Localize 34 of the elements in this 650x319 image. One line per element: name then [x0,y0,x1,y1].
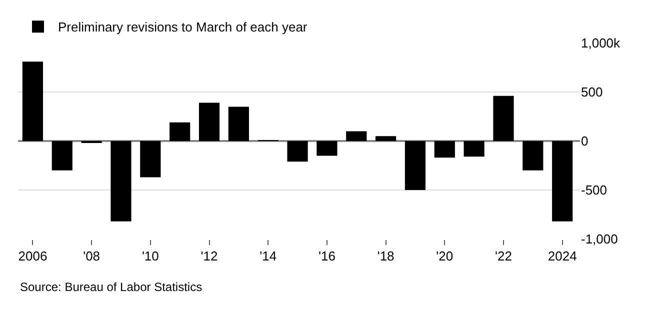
bar [522,141,544,170]
bar [52,141,72,170]
bar [434,141,455,158]
bar [464,141,484,157]
bar [346,131,367,141]
y-tick-label: 1,000k [581,36,621,51]
bar [287,141,308,162]
y-tick-label: -1,000 [581,232,618,247]
x-tick-label: '16 [318,248,336,264]
bar [404,141,426,190]
bar [140,141,161,178]
x-tick-label: '10 [142,248,159,264]
bar [22,62,44,141]
x-tick-label: '14 [260,248,277,264]
bar [228,106,249,141]
bar [110,141,132,222]
bar [493,96,514,141]
x-tick-label: 2006 [18,248,48,264]
source-note: Source: Bureau of Labor Statistics [20,280,202,294]
bar [198,102,220,141]
x-tick-label: 2024 [548,248,577,264]
legend-label: Preliminary revisions to March of each year [58,20,308,35]
x-tick-label: '22 [495,248,512,264]
bar [376,136,396,141]
bar [170,122,190,141]
x-tick-label: '20 [436,248,454,264]
x-tick-label: '18 [377,248,394,264]
y-tick-label: -500 [581,182,608,198]
y-tick-label: 0 [581,134,588,149]
x-tick-label: '08 [83,248,100,264]
y-tick-label: 500 [581,84,603,100]
bar [316,141,338,156]
x-tick-label: '12 [200,248,218,264]
bar [552,141,573,222]
